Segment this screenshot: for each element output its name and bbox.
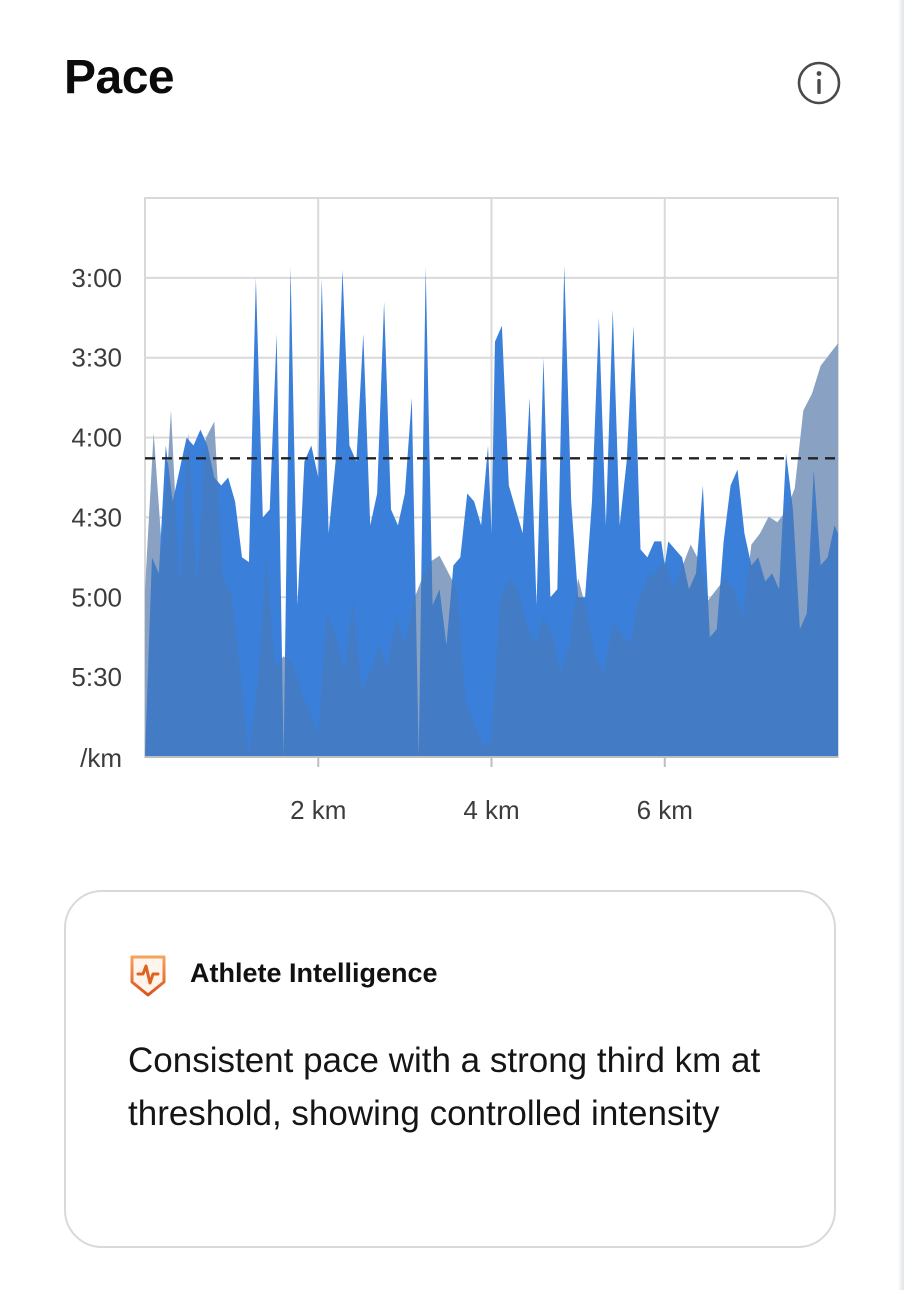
y-tick-label: 4:00	[71, 423, 122, 453]
athlete-intelligence-text: Consistent pace with a strong third km a…	[128, 1041, 761, 1133]
info-icon[interactable]	[796, 60, 842, 106]
y-tick-label: 5:30	[71, 662, 122, 692]
athlete-intelligence-title: Athlete Intelligence	[190, 958, 438, 988]
elevation-overlap-area	[145, 343, 838, 757]
athlete-intelligence-card[interactable]: Athlete Intelligence Consistent pace wit…	[64, 890, 836, 1248]
page-title: Pace	[64, 51, 175, 104]
athlete-intelligence-badge-icon	[128, 954, 168, 998]
pace-chart-svg: 3:00 3:30 4:00 4:30 5:00 5:30 2 km 4 km 6 km/km	[71, 197, 839, 825]
x-tick-label: 6 km	[637, 795, 693, 825]
scroll-edge-divider	[898, 0, 904, 1290]
y-tick-label: 5:00	[71, 582, 122, 612]
x-tick-label: 2 km	[290, 795, 346, 825]
pace-chart: 3:00 3:30 4:00 4:30 5:00 5:30 2 km 4 km 6 km/km	[0, 180, 904, 840]
y-tick-label: 3:00	[71, 263, 122, 293]
y-unit-label: /km	[80, 743, 122, 773]
y-tick-label: 4:30	[71, 502, 122, 532]
y-tick-label: 3:30	[71, 343, 122, 373]
x-tick-label: 4 km	[463, 795, 519, 825]
